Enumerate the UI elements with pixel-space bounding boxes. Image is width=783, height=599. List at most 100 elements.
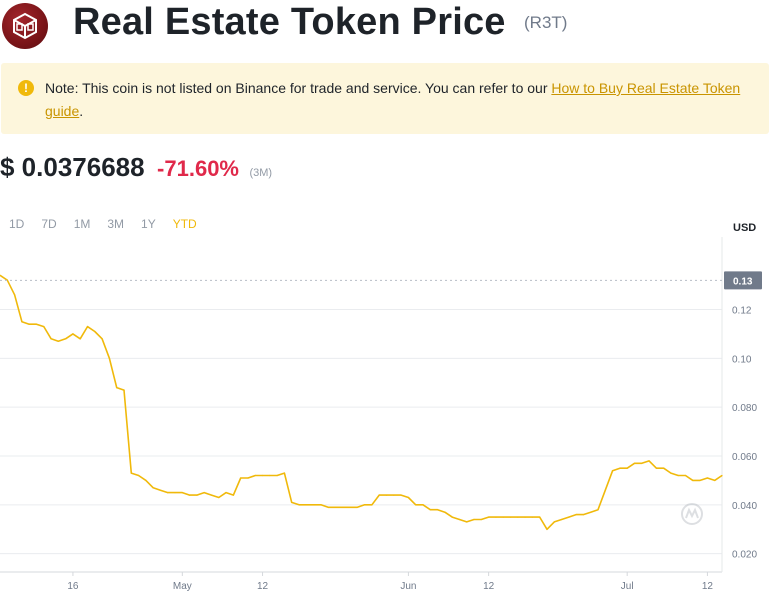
data-point <box>276 474 278 477</box>
data-point <box>283 472 285 474</box>
data-point <box>181 492 183 494</box>
data-point <box>247 477 249 479</box>
data-point <box>495 516 497 518</box>
x-tick-label: 12 <box>257 581 269 592</box>
data-point <box>553 521 555 523</box>
data-point <box>407 496 409 499</box>
data-point <box>619 467 621 469</box>
x-tick-label: Jul <box>621 581 634 592</box>
page-title: Real Estate Token Price <box>73 1 506 43</box>
data-point <box>721 474 723 477</box>
data-point <box>444 511 446 513</box>
y-tick-label: 0.12 <box>732 306 752 317</box>
x-tick-label: 12 <box>702 581 714 592</box>
data-point <box>305 504 307 506</box>
x-tick-label: 16 <box>67 581 79 592</box>
data-point <box>561 518 563 521</box>
current-price: $ 0.0376688 <box>0 152 145 182</box>
data-point <box>356 506 358 508</box>
data-point <box>291 501 293 503</box>
listing-note-banner: ! Note: This coin is not listed on Binan… <box>1 63 769 134</box>
tab-ytd[interactable]: YTD <box>172 217 197 231</box>
data-point <box>50 338 52 340</box>
data-point <box>108 357 110 359</box>
data-point <box>342 506 344 508</box>
data-point <box>706 477 709 479</box>
change-period: (3M) <box>249 167 273 179</box>
data-point <box>385 494 388 496</box>
page-header: Real Estate Token Price (R3T) <box>0 0 783 52</box>
data-point <box>604 489 606 491</box>
note-suffix: . <box>79 103 84 119</box>
r3t-logo <box>2 3 48 49</box>
tab-3m[interactable]: 3M <box>107 217 125 231</box>
data-point <box>152 487 154 489</box>
data-point <box>509 516 512 518</box>
data-point <box>261 474 264 477</box>
price-change: -71.60% <box>157 156 239 181</box>
data-point <box>138 474 140 477</box>
data-point <box>203 492 205 494</box>
data-point <box>539 516 541 518</box>
data-point <box>663 467 665 469</box>
data-point <box>145 479 147 481</box>
data-point <box>21 321 23 323</box>
data-point <box>364 504 366 506</box>
data-point <box>298 504 300 506</box>
tab-1d[interactable]: 1D <box>9 217 25 231</box>
data-point <box>43 326 45 328</box>
data-point <box>159 489 161 491</box>
note-text: Note: This coin is not listed on Binance… <box>45 77 755 123</box>
data-point <box>349 506 351 508</box>
data-point <box>65 338 67 340</box>
data-point <box>641 462 643 464</box>
data-point <box>677 474 679 477</box>
data-point <box>57 340 59 342</box>
current-price-label: 0.13 <box>733 276 753 287</box>
time-range-tabs: 1D 7D 1M 3M 1Y YTD <box>0 215 205 233</box>
data-point <box>524 516 526 518</box>
data-point <box>597 509 599 511</box>
data-point <box>35 323 38 325</box>
data-point <box>437 509 439 511</box>
data-point <box>626 467 628 469</box>
data-point <box>422 504 424 506</box>
token-symbol: (R3T) <box>524 13 568 32</box>
tab-1y[interactable]: 1Y <box>141 217 156 231</box>
data-point <box>429 509 431 511</box>
data-point <box>575 514 577 516</box>
price-chart: 0.12 0.10 0.080 0.060 0.040 0.020 16 May 12 Jun 12… <box>0 222 762 592</box>
data-point <box>94 330 96 333</box>
y-tick-label: 0.10 <box>732 354 752 365</box>
data-point <box>167 492 169 494</box>
data-point <box>714 479 716 481</box>
data-point <box>393 494 395 496</box>
data-point <box>480 518 482 521</box>
how-to-buy-guide-link[interactable]: How to Buy Real Estate Token guide <box>45 80 741 119</box>
data-point <box>633 462 636 464</box>
data-point <box>210 494 213 496</box>
data-point <box>458 518 461 521</box>
tab-7d[interactable]: 7D <box>41 217 57 231</box>
price-line-series <box>0 274 723 531</box>
data-point <box>590 511 592 513</box>
data-point <box>334 506 337 508</box>
data-point <box>670 472 672 474</box>
data-point <box>371 504 373 506</box>
data-point <box>14 294 16 296</box>
data-point <box>28 323 30 325</box>
data-point <box>0 274 1 276</box>
data-point <box>568 516 570 518</box>
data-point <box>473 518 475 521</box>
data-point <box>488 516 490 518</box>
data-point <box>531 516 534 518</box>
data-point <box>313 504 315 506</box>
y-tick-label: 0.060 <box>732 452 757 463</box>
data-point <box>116 387 118 389</box>
data-point <box>320 504 322 506</box>
data-point <box>684 474 687 477</box>
x-tick-label: May <box>173 581 192 592</box>
data-point <box>466 521 468 523</box>
data-point <box>451 516 453 518</box>
tab-1m[interactable]: 1M <box>73 217 91 231</box>
